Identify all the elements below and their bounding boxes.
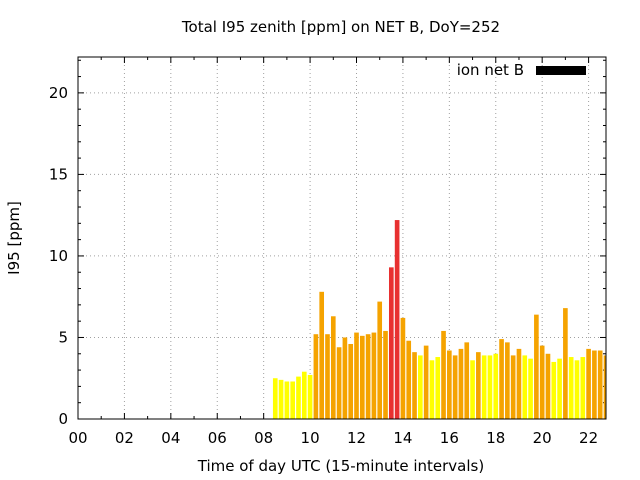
bar xyxy=(597,350,603,419)
bar xyxy=(551,361,557,419)
bar xyxy=(464,342,470,419)
bar xyxy=(493,353,499,419)
bar xyxy=(412,352,417,419)
bar xyxy=(336,347,342,419)
bar xyxy=(470,360,475,419)
bar xyxy=(505,342,510,419)
bar xyxy=(371,332,377,419)
bar xyxy=(290,381,296,419)
bar xyxy=(539,345,545,419)
bar xyxy=(359,335,365,419)
x-axis-label: Time of day UTC (15-minute intervals) xyxy=(197,457,484,475)
x-tick-label: 00 xyxy=(68,429,87,447)
bar xyxy=(534,314,539,419)
bar xyxy=(383,330,388,419)
bar xyxy=(563,308,568,419)
bar xyxy=(418,355,423,419)
bar xyxy=(592,350,597,419)
bar xyxy=(522,355,528,419)
x-tick-label: 16 xyxy=(440,429,459,447)
bar xyxy=(481,355,487,419)
x-tick-label: 08 xyxy=(254,429,273,447)
bar xyxy=(400,317,406,419)
bar xyxy=(406,340,412,419)
x-tick-label: 02 xyxy=(115,429,134,447)
x-tick-label: 12 xyxy=(347,429,366,447)
y-tick-label: 5 xyxy=(58,328,68,346)
bar xyxy=(441,330,446,419)
bar xyxy=(284,381,290,419)
bar xyxy=(435,357,441,419)
bar xyxy=(476,352,481,419)
bar xyxy=(452,355,458,419)
y-axis-label: I95 [ppm] xyxy=(5,201,23,275)
bar xyxy=(545,353,551,419)
legend: ion net B xyxy=(457,61,586,79)
x-tick-label: 14 xyxy=(393,429,412,447)
bar xyxy=(557,358,562,419)
bar xyxy=(510,355,516,419)
bar xyxy=(499,339,504,419)
legend-label: ion net B xyxy=(457,61,524,79)
bar xyxy=(447,350,452,419)
grid xyxy=(77,57,606,420)
bar xyxy=(580,357,586,419)
chart-title: Total I95 zenith [ppm] on NET B, DoY=252 xyxy=(181,18,500,36)
y-tick-label: 0 xyxy=(58,410,68,428)
y-tick-label: 15 xyxy=(49,165,68,183)
x-tick-label: 22 xyxy=(579,429,598,447)
bar xyxy=(296,376,301,419)
bar xyxy=(313,334,319,419)
bar xyxy=(603,355,606,419)
bar xyxy=(568,357,574,419)
bar xyxy=(574,360,580,419)
x-tick-labels: 00 02 04 06 08 10 12 14 16 18 20 22 xyxy=(68,429,598,447)
bar xyxy=(278,379,284,419)
bar xyxy=(586,348,591,419)
x-tick-label: 18 xyxy=(486,429,505,447)
y-tick-labels: 0 5 10 15 20 xyxy=(49,84,68,428)
bar xyxy=(429,360,435,419)
y-tick-label: 10 xyxy=(49,247,68,265)
bar xyxy=(487,355,493,419)
bar xyxy=(319,291,325,419)
bar xyxy=(394,220,400,419)
bar xyxy=(348,343,354,419)
bar xyxy=(388,267,394,419)
bars xyxy=(272,220,606,419)
bar xyxy=(307,374,313,419)
bar xyxy=(325,334,330,419)
x-tick-label: 20 xyxy=(533,429,552,447)
bar xyxy=(516,348,522,419)
x-tick-label: 10 xyxy=(301,429,320,447)
legend-swatch xyxy=(536,66,586,75)
bar xyxy=(354,332,359,419)
y-tick-label: 20 xyxy=(49,84,68,102)
plot-frame xyxy=(77,56,607,420)
x-tick-label: 06 xyxy=(208,429,227,447)
bar xyxy=(330,316,336,419)
bar xyxy=(458,348,464,419)
bar xyxy=(301,371,307,419)
bar xyxy=(423,345,429,419)
bar xyxy=(342,337,348,419)
x-tick-label: 04 xyxy=(161,429,180,447)
bar xyxy=(272,378,278,419)
bar xyxy=(365,334,371,419)
bar xyxy=(528,358,533,419)
bar xyxy=(377,301,383,419)
